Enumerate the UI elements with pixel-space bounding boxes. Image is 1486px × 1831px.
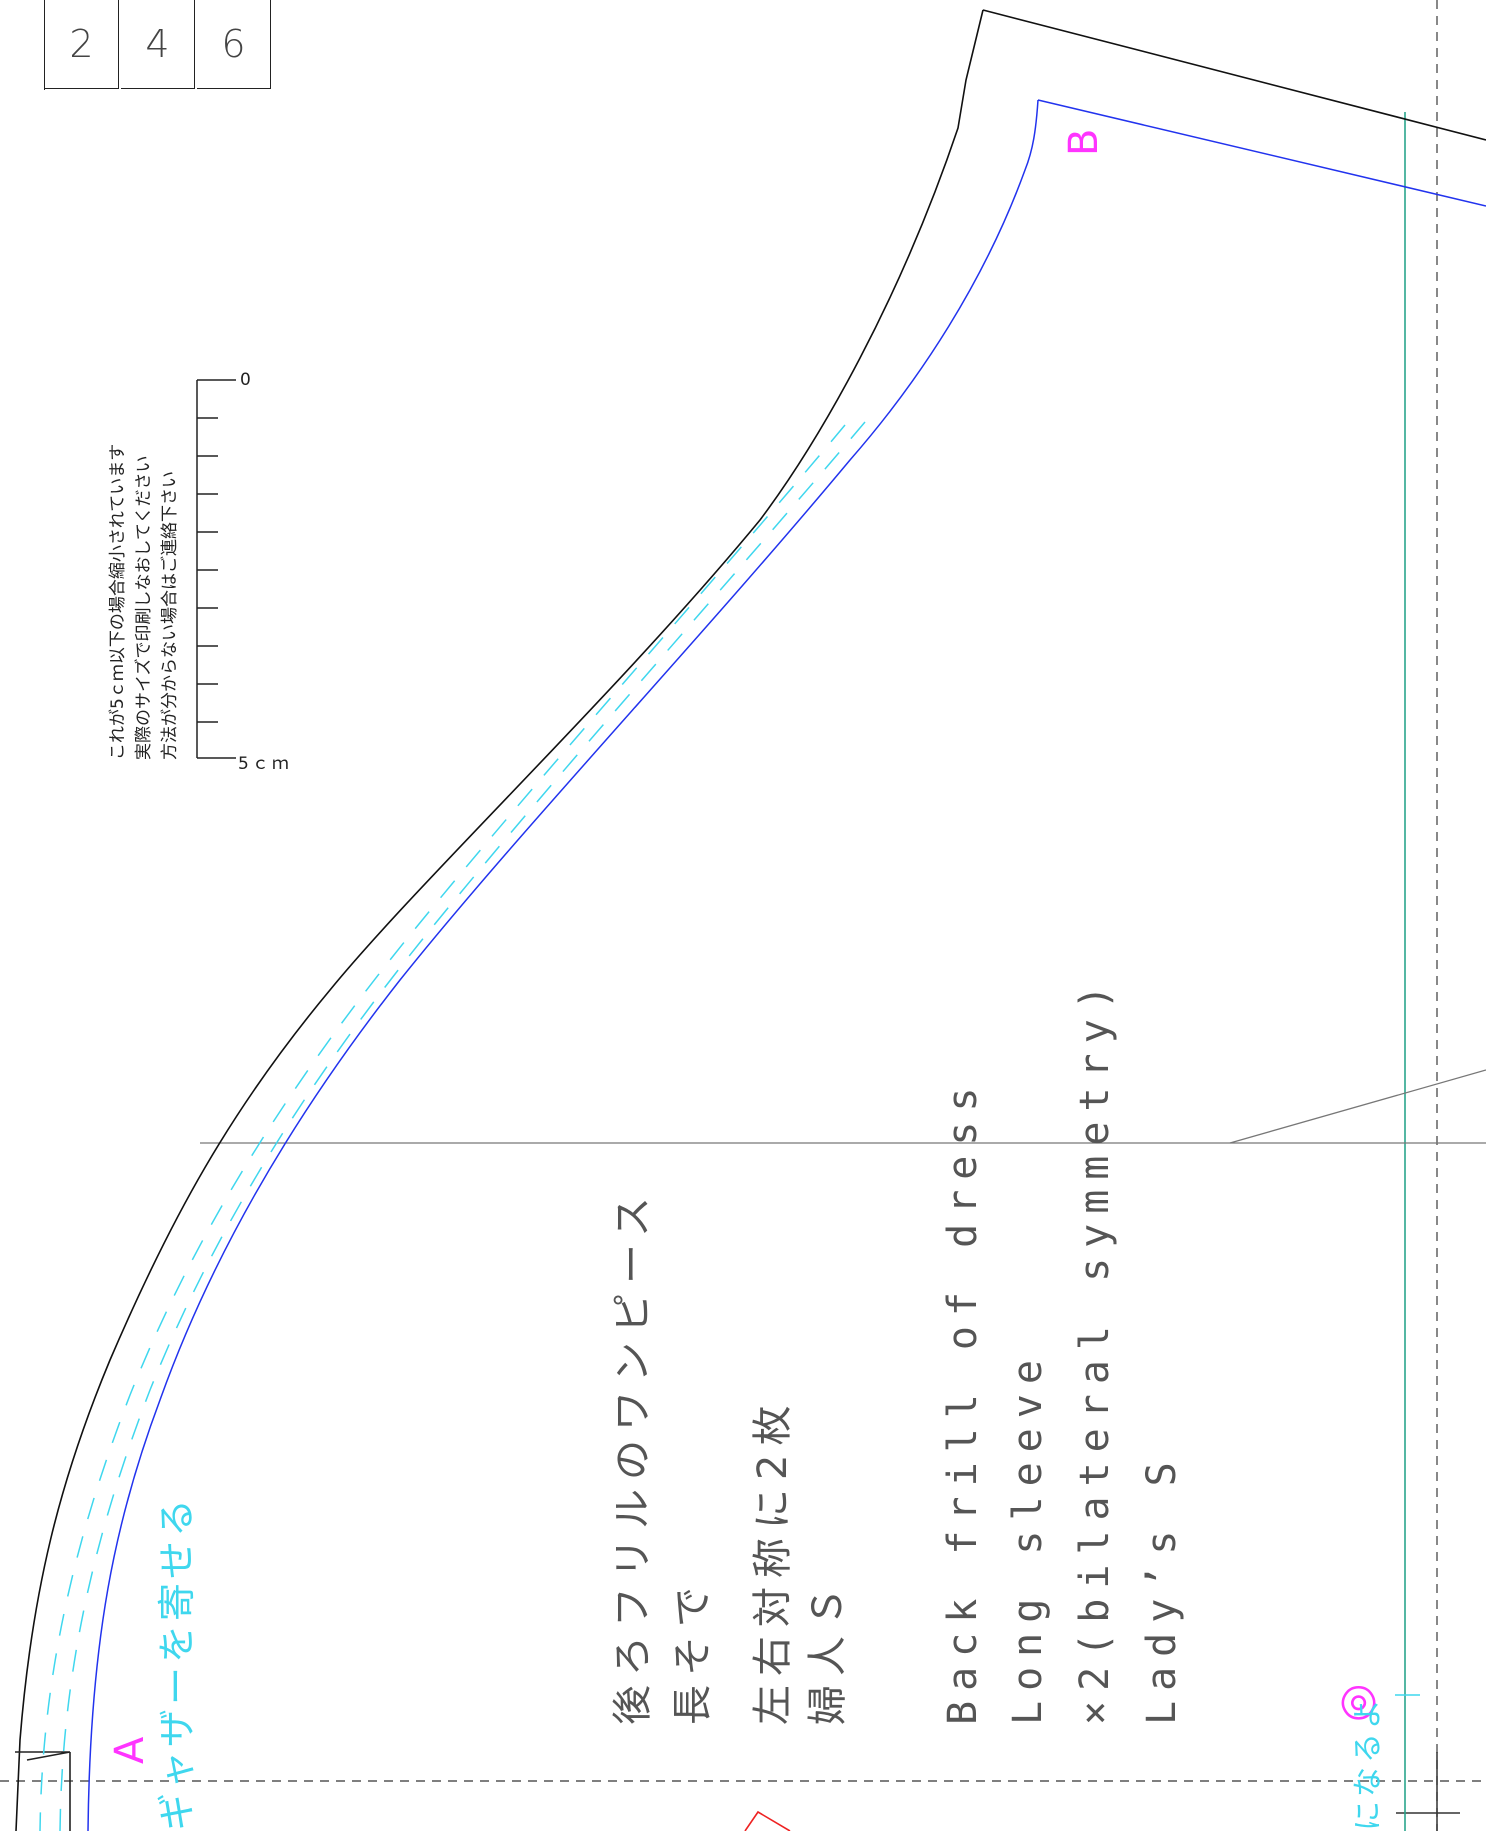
marker-a: A [107, 1736, 153, 1764]
scale-note-line: これが5ｃｍ以下の場合縮小されています [108, 443, 128, 760]
piece-title-jp: 左右対称に2枚 [750, 1396, 796, 1725]
page-cell: 2 [45, 0, 119, 89]
scale-bar [196, 379, 236, 759]
piece-title-en: ×2(bilateral symmetry) [1072, 975, 1118, 1725]
piece-title-en: Back frill of dress [940, 1077, 986, 1725]
scale-note-line: 実際のサイズで印刷しなおしてください [134, 455, 154, 760]
stitch-line [39, 424, 846, 1831]
piece-title-jp: 後ろフリルのワンピース [610, 1188, 656, 1725]
guide-diagonal [1229, 1069, 1486, 1144]
gather-instruction: ギャザーを寄せる [155, 1494, 199, 1831]
notch-triangle [744, 1810, 791, 1831]
scale-end-label: 5ｃｍ [238, 754, 292, 774]
scale-zero-label: 0 [240, 370, 251, 390]
piece-title-jp: 長そで [670, 1578, 716, 1725]
piece-title-en: Long sleeve [1005, 1350, 1051, 1725]
piece-title-en: Lady’s S [1139, 1452, 1185, 1725]
stitch-line [59, 421, 866, 1831]
marker-b: B [1061, 128, 1107, 156]
fold-instruction: になるよ [1351, 1695, 1386, 1831]
scale-note-line: 方法が分からない場合はご連絡下さい [160, 471, 180, 760]
notch-mark [15, 1751, 71, 1761]
piece-title-jp: 婦人Ｓ [805, 1578, 851, 1725]
seam-line [87, 99, 1486, 1831]
page-grid: 2 4 6 [44, 0, 275, 90]
page-cell: 6 [197, 0, 271, 89]
cut-line [15, 9, 1486, 1831]
page-cell: 4 [121, 0, 195, 89]
